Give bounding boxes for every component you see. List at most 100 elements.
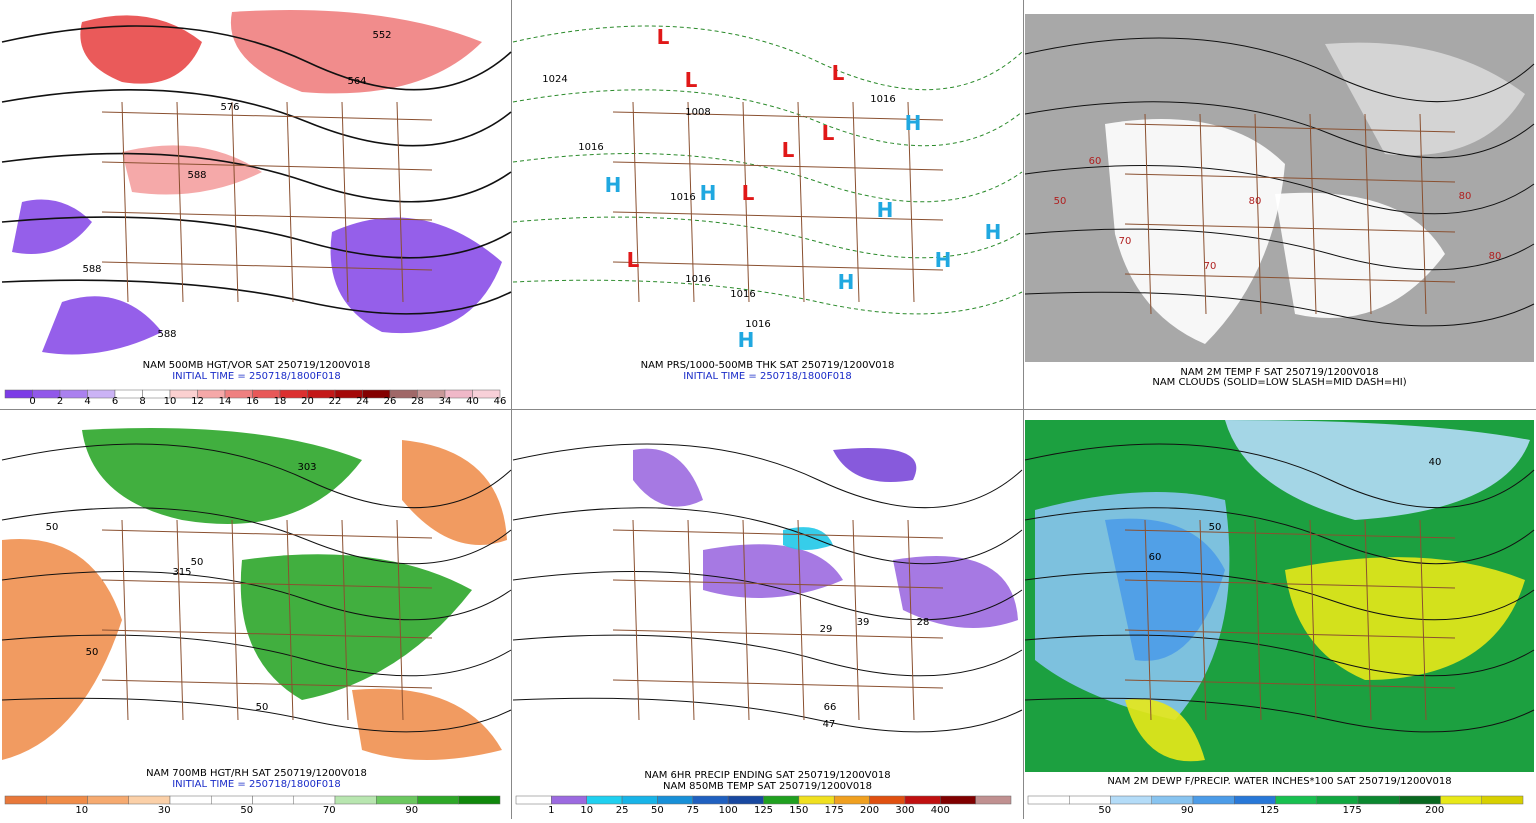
legend-label: 70	[323, 805, 336, 816]
state-border	[612, 211, 944, 221]
map-label: 315	[172, 567, 191, 578]
contour-line	[1, 89, 512, 147]
legend-label: 26	[384, 396, 397, 407]
legend-swatch	[1192, 795, 1235, 805]
state-border	[1124, 273, 1456, 283]
legend-label: 200	[1425, 805, 1444, 816]
weather-region	[1275, 192, 1445, 318]
legend-label: 4	[84, 396, 90, 407]
state-border	[687, 519, 695, 721]
legend-label: 40	[466, 396, 479, 407]
map-label: 588	[82, 264, 101, 275]
state-border	[1254, 113, 1262, 315]
map-label: L	[832, 61, 845, 85]
legend-swatch	[46, 795, 88, 805]
legend-swatch	[586, 795, 623, 805]
contour-line	[1024, 101, 1535, 159]
legend-swatch	[515, 795, 552, 805]
state-border	[612, 679, 944, 689]
legend-swatch	[1399, 795, 1441, 805]
contour-line	[1024, 228, 1535, 271]
state-border	[231, 101, 239, 303]
weather-region	[352, 688, 502, 760]
legend-swatch	[975, 795, 1012, 805]
contour-line	[1, 443, 512, 509]
state-border	[341, 101, 349, 303]
map-label: 50	[256, 702, 269, 713]
contour-line	[1024, 443, 1535, 509]
state-border	[101, 211, 433, 221]
contour-line	[512, 216, 1023, 259]
legend-swatch	[376, 795, 418, 805]
legend-swatch	[472, 389, 501, 399]
legend-label: 20	[301, 396, 314, 407]
state-border	[612, 111, 944, 121]
legend-label: 75	[686, 805, 699, 816]
map-label: 552	[372, 30, 391, 41]
legend-swatch	[727, 795, 764, 805]
state-border	[1144, 113, 1152, 315]
legend-swatch	[1275, 795, 1317, 805]
map-label: 1008	[685, 107, 710, 118]
map-label: 47	[823, 719, 836, 730]
state-border	[907, 519, 915, 721]
legend-label: 100	[719, 805, 738, 816]
state-border	[101, 629, 433, 639]
map-panel: 29 39 28 66 47 NAM 6HR PRECIP ENDING SAT 2507…	[512, 420, 1023, 816]
weather-region	[833, 448, 917, 482]
legend-label: 400	[931, 805, 950, 816]
map-label: 588	[187, 170, 206, 181]
map-label: H	[905, 111, 922, 135]
legend-swatch	[798, 795, 835, 805]
map-label: 50	[46, 522, 59, 533]
contour-line	[1, 25, 512, 91]
map-label: 60	[1149, 552, 1162, 563]
state-border	[101, 161, 433, 171]
state-border	[797, 101, 805, 303]
state-border	[341, 519, 349, 721]
map-label: 70	[1119, 236, 1132, 247]
contour-line	[512, 25, 1023, 91]
map-label: 1016	[870, 94, 895, 105]
legend-swatch	[252, 795, 294, 805]
legend-label: 22	[329, 396, 342, 407]
state-border	[176, 519, 184, 721]
legend-swatch	[1234, 795, 1276, 805]
contour-line	[512, 89, 1023, 147]
caption: NAM 700MB HGT/RH SAT 250719/1200V018	[146, 768, 367, 779]
weather-region	[1225, 420, 1530, 520]
state-border	[632, 519, 640, 721]
map-label: 50	[1209, 522, 1222, 533]
legend-label: 50	[1098, 805, 1111, 816]
contour-line	[1, 216, 512, 259]
state-border	[101, 111, 433, 121]
state-border	[1124, 123, 1456, 133]
weather-region	[893, 556, 1018, 628]
legend-swatch	[4, 795, 47, 805]
map-label: H	[738, 328, 755, 352]
map-label: L	[822, 121, 835, 145]
contour-line	[512, 443, 1023, 509]
legend-swatch	[692, 795, 729, 805]
weather-region	[783, 527, 833, 550]
state-border	[612, 161, 944, 171]
state-border	[101, 679, 433, 689]
state-border	[286, 101, 294, 303]
weather-region	[330, 217, 502, 334]
legend-label: 46	[494, 396, 507, 407]
contour-line	[1024, 291, 1535, 327]
state-border	[1124, 579, 1456, 589]
legend-swatch	[763, 795, 800, 805]
legend-swatch	[169, 795, 212, 805]
contour-line	[512, 571, 1023, 621]
weather-region	[122, 145, 262, 195]
legend-swatch	[293, 795, 336, 805]
contour-line	[1024, 571, 1535, 621]
legend-label: 10	[75, 805, 88, 816]
map-panel: 40 50 60 NAM 2M DEWP F/PRECIP. WATER INCHES…	[1024, 420, 1535, 816]
contour-line	[1, 507, 512, 565]
state-border	[231, 519, 239, 721]
contour-line	[512, 634, 1023, 677]
contour-line	[1, 634, 512, 677]
